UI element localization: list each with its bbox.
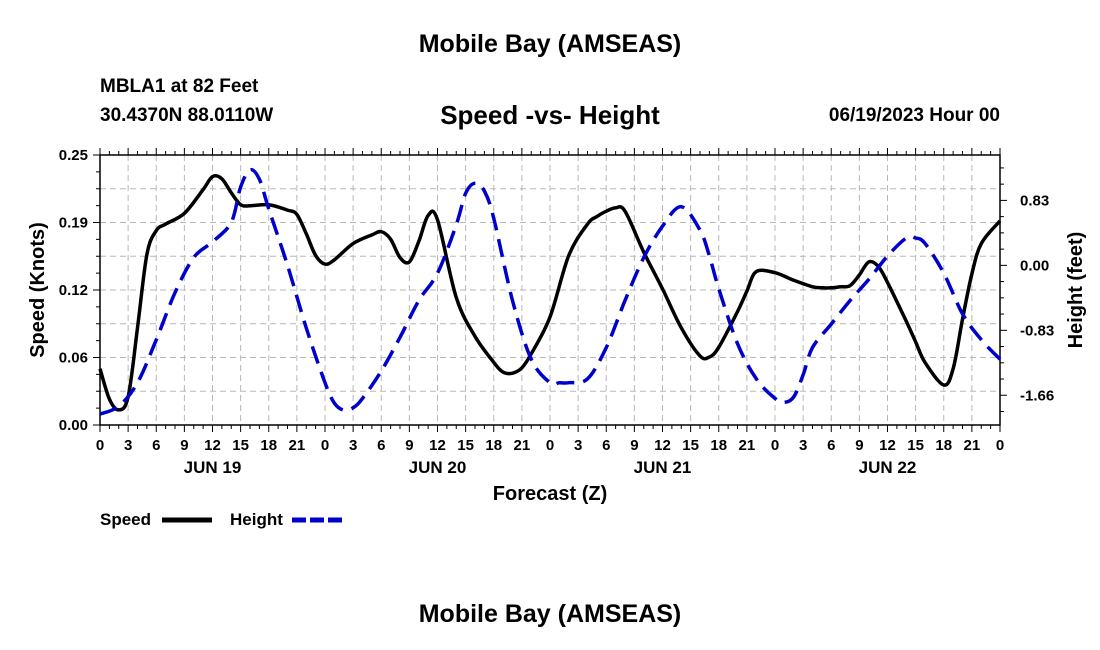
series-line-height <box>99 167 1002 416</box>
x-tick-label: 12 <box>654 437 671 454</box>
y-tick-label: 0.12 <box>59 282 88 299</box>
x-tick-label: 0 <box>321 437 329 454</box>
x-tick-label: 9 <box>855 437 863 454</box>
y2-tick-label: -0.83 <box>1020 322 1054 339</box>
x-tick-label: 12 <box>204 437 221 454</box>
day-label: JUN 22 <box>859 458 917 477</box>
x-tick-label: 21 <box>739 437 756 454</box>
x-tick-label: 9 <box>630 437 638 454</box>
day-label: JUN 19 <box>184 458 242 477</box>
x-tick-label: 0 <box>996 437 1004 454</box>
x-tick-label: 18 <box>260 437 277 454</box>
x-tick-label: 21 <box>514 437 531 454</box>
footer-title: Mobile Bay (AMSEAS) <box>418 600 682 628</box>
x-tick-label: 21 <box>289 437 306 454</box>
x-tick-label: 6 <box>602 437 610 454</box>
y2-tick-label: 0.83 <box>1020 192 1049 209</box>
x-tick-label: 3 <box>349 437 357 454</box>
y-tick-label: 0.00 <box>59 417 88 434</box>
y2-axis-label: Height (feet) <box>1065 232 1087 349</box>
x-tick-label: 12 <box>879 437 896 454</box>
day-label: JUN 20 <box>409 458 467 477</box>
y-tick-label: 0.25 <box>59 147 88 164</box>
x-tick-label: 9 <box>180 437 188 454</box>
x-tick-label: 0 <box>96 437 104 454</box>
x-tick-label: 0 <box>771 437 779 454</box>
x-tick-label: 3 <box>799 437 807 454</box>
station-label: MBLA1 at 82 Feet <box>100 76 259 97</box>
x-tick-label: 6 <box>377 437 385 454</box>
x-tick-label: 15 <box>907 437 924 454</box>
chart-title: Mobile Bay (AMSEAS) <box>418 30 682 58</box>
y-tick-label: 0.19 <box>59 215 88 232</box>
legend-label-height: Height <box>230 510 283 529</box>
x-tick-label: 21 <box>964 437 981 454</box>
x-tick-label: 6 <box>152 437 160 454</box>
x-tick-label: 3 <box>124 437 132 454</box>
x-tick-label: 9 <box>405 437 413 454</box>
x-tick-label: 0 <box>546 437 554 454</box>
y2-tick-label: -1.66 <box>1020 387 1054 404</box>
x-tick-label: 6 <box>827 437 835 454</box>
y-axis-label: Speed (Knots) <box>27 222 49 358</box>
x-tick-label: 3 <box>574 437 582 454</box>
series-line-speed <box>98 174 1002 412</box>
day-label: JUN 21 <box>634 458 692 477</box>
x-tick-label: 18 <box>710 437 727 454</box>
y2-tick-label: 0.00 <box>1020 257 1049 274</box>
x-tick-label: 18 <box>935 437 952 454</box>
x-axis-label: Forecast (Z) <box>493 483 607 505</box>
forecast-datetime: 06/19/2023 Hour 00 <box>828 105 1000 126</box>
x-tick-label: 15 <box>232 437 249 454</box>
x-tick-label: 15 <box>457 437 474 454</box>
x-tick-label: 12 <box>429 437 446 454</box>
coordinates-label: 30.4370N 88.0110W <box>100 105 274 126</box>
x-tick-label: 15 <box>682 437 699 454</box>
x-tick-label: 18 <box>485 437 502 454</box>
legend-label-speed: Speed <box>100 510 151 529</box>
chart-subtitle: Speed -vs- Height <box>440 100 660 130</box>
y-tick-label: 0.06 <box>59 350 88 367</box>
